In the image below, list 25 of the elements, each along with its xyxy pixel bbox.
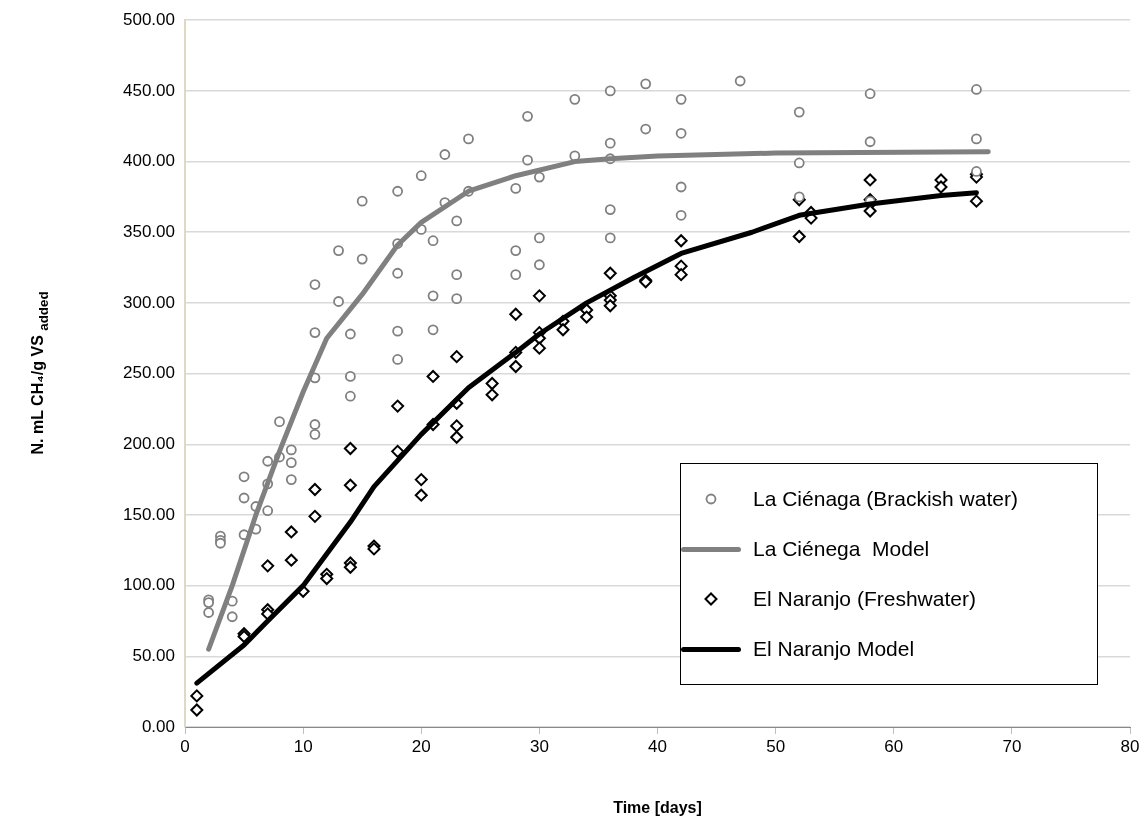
x-tick-label: 30 (529, 736, 549, 756)
y-tick-label: 150.00 (123, 504, 175, 524)
x-tick-label: 0 (180, 736, 190, 756)
y-tick-label: 100.00 (123, 575, 175, 595)
x-axis-title: Time [days] (613, 798, 702, 816)
legend-label: El Naranjo (Freshwater) (753, 587, 976, 611)
x-tick-label: 80 (1120, 736, 1140, 756)
x-tick-label: 60 (884, 736, 904, 756)
legend-label: La Ciénega Model (753, 537, 930, 561)
y-tick-label: 350.00 (123, 221, 175, 241)
y-tick-label: 500.00 (123, 9, 175, 29)
y-tick-label: 450.00 (123, 80, 175, 100)
x-tick-label: 10 (293, 736, 313, 756)
y-tick-label: 200.00 (123, 433, 175, 453)
y-tick-label: 50.00 (132, 646, 175, 666)
legend-label: El Naranjo Model (753, 637, 915, 661)
x-tick-label: 70 (1002, 736, 1022, 756)
y-tick-label: 250.00 (123, 363, 175, 383)
x-tick-label: 40 (648, 736, 667, 756)
y-tick-label: 0.00 (141, 716, 175, 736)
y-tick-label: 300.00 (123, 292, 175, 312)
legend-label: La Ciénaga (Brackish water) (753, 487, 1018, 511)
x-tick-label: 20 (411, 736, 431, 756)
y-tick-label: 400.00 (123, 151, 175, 171)
x-tick-label: 50 (766, 736, 786, 756)
